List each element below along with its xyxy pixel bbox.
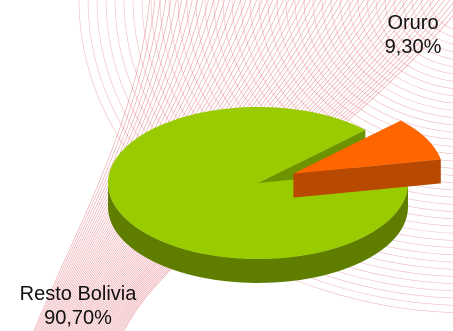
background-line <box>303 0 453 133</box>
background-line <box>330 0 453 111</box>
background-line <box>429 0 453 30</box>
slice-name-resto-bolivia: Resto Bolivia <box>19 283 137 305</box>
pie-slice-resto-bolivia-top <box>108 106 409 259</box>
background-line <box>312 0 453 126</box>
background-line <box>321 0 453 118</box>
pie-slice-oruro-top <box>293 120 441 174</box>
background-line <box>366 0 453 82</box>
background-line <box>34 0 156 331</box>
pie-slice-oruro-wall-1 <box>293 159 441 198</box>
background-line <box>294 0 453 140</box>
background-line <box>357 0 453 89</box>
background-line <box>33 0 150 331</box>
background-line <box>375 0 453 75</box>
background-line <box>393 0 453 60</box>
slice-value-resto-bolivia: 90,70% <box>44 307 112 329</box>
background-line <box>402 0 453 53</box>
slice-label-resto-bolivia: Resto Bolivia 90,70% <box>0 282 156 330</box>
slice-label-oruro: Oruro 9,30% <box>372 11 453 59</box>
background-line <box>339 0 453 104</box>
background-line <box>36 0 161 331</box>
background-line <box>411 0 453 45</box>
pie-slices <box>108 106 441 283</box>
background-line <box>348 0 453 97</box>
background-line <box>420 0 453 38</box>
slice-value-oruro: 9,30% <box>384 36 442 58</box>
slice-name-oruro: Oruro <box>387 12 439 34</box>
pie-slice-resto-bolivia-side-0 <box>108 183 408 283</box>
